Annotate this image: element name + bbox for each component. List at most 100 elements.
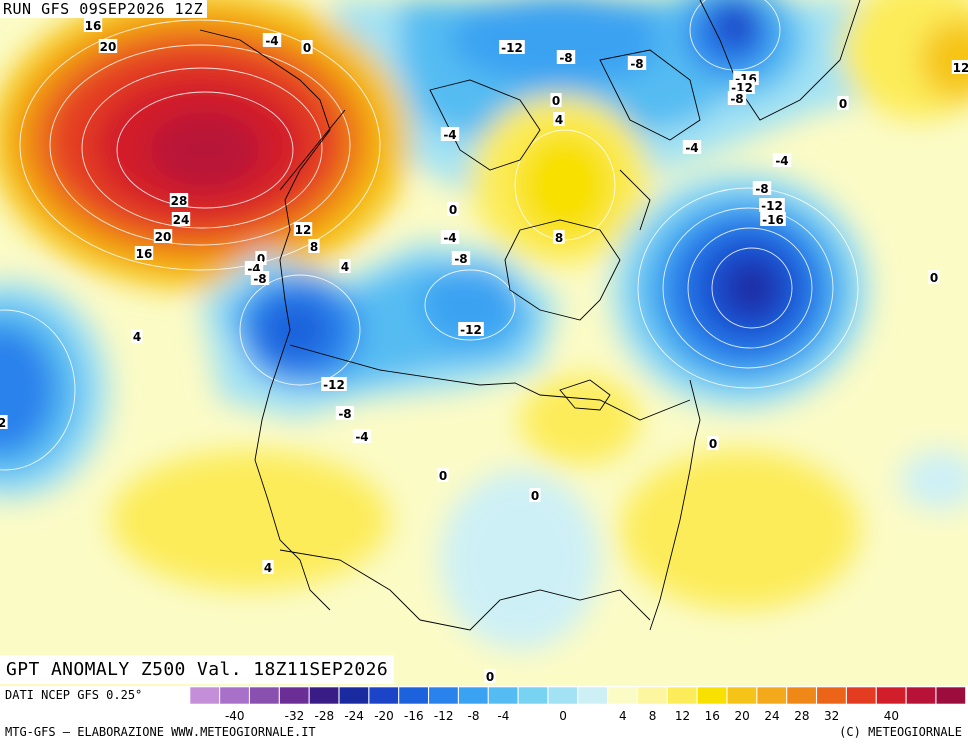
contour-label-m4-davis: -4 (682, 140, 702, 155)
colorbar-swatch (667, 686, 698, 705)
colorbar-tick-label: -40 (225, 709, 245, 723)
svg-text:-4: -4 (265, 34, 278, 48)
colorbar-swatch (190, 686, 220, 705)
svg-text:4: 4 (341, 260, 349, 274)
contour-label-12-bc: 12 (293, 222, 313, 237)
colorbar-swatch (577, 686, 608, 705)
anomaly-map: 16 20 -4 0 -12 -8 -8 -16 -12 -8 12 0 0 4 -4 -4 -4 -8 -12 -1… (0, 0, 968, 686)
colorbar-tick-label: 12 (675, 709, 690, 723)
colorbar-swatch (219, 686, 250, 705)
svg-text:-8: -8 (755, 182, 768, 196)
contour-label-4-pacific: 4 (131, 329, 143, 344)
colorbar-tick-label: -8 (468, 709, 480, 723)
colorbar-tick-label: 0 (559, 709, 567, 723)
colorbar-tick-label: -20 (374, 709, 394, 723)
contour-label-m12-arctic: -12 (499, 40, 525, 55)
contour-label-16-gulf: 16 (134, 246, 154, 261)
svg-text:0: 0 (257, 252, 265, 266)
colorbar: -40 -32 -28 -24 -20 -16 -12 -8 -4 0 4 8 12 16 20 24 28 32… (190, 686, 966, 723)
contour-label-m8-labrador: -8 (752, 181, 772, 196)
contour-lines (0, 0, 859, 471)
contour-label-m4-alaska: -4 (262, 33, 282, 48)
contour-label-m4-labrador: -4 (772, 153, 792, 168)
contour-label-m4-arctic2: -4 (440, 127, 460, 142)
contour-label-0-kansas: 0 (437, 468, 449, 483)
svg-text:-12: -12 (460, 323, 482, 337)
colorbar-tick-label: 16 (705, 709, 720, 723)
contour-label-0-yukon: 0 (301, 40, 313, 55)
svg-text:0: 0 (486, 670, 494, 684)
contour-label-8-hudson: 8 (553, 230, 565, 245)
colorbar-swatch (786, 686, 817, 705)
colorbar-tick-label: 32 (824, 709, 839, 723)
contour-label-m8-nevada: -8 (335, 406, 355, 421)
svg-text:-12: -12 (761, 199, 783, 213)
svg-text:-4: -4 (355, 430, 368, 444)
contour-label-0-atlantic-n: 0 (837, 96, 849, 111)
contour-label-4-baffin: 4 (553, 112, 565, 127)
contour-label-0-nwt: 0 (447, 202, 459, 217)
contour-label-28-gulf: 28 (169, 193, 189, 208)
colorbar-swatch (935, 686, 966, 705)
svg-text:0: 0 (839, 97, 847, 111)
contour-label-4-alberta: 4 (339, 259, 351, 274)
colorbar-tick-label: 20 (735, 709, 750, 723)
contour-label-0-atlantic: 0 (928, 270, 940, 285)
svg-text:12: 12 (295, 223, 312, 237)
colorbar-tick-label: -28 (315, 709, 335, 723)
svg-text:16: 16 (85, 19, 102, 33)
colorbar-swatch (607, 686, 638, 705)
colorbar-swatch (547, 686, 578, 705)
colorbar-swatch (726, 686, 757, 705)
svg-text:8: 8 (555, 231, 563, 245)
contour-label-m8-arctic: -8 (556, 50, 576, 65)
colorbar-swatch (338, 686, 369, 705)
colorbar-tick-label: 28 (794, 709, 809, 723)
validity-title: GPT ANOMALY Z500 Val. 18Z11SEP2026 (0, 655, 395, 684)
contour-label-0-baffin: 0 (550, 93, 562, 108)
colorbar-tick-label: -24 (344, 709, 364, 723)
colorbar-swatch (458, 686, 489, 705)
svg-text:8: 8 (310, 240, 318, 254)
contour-label-m16-labrador: -16 (760, 212, 786, 227)
contour-label-m12-dakota: -12 (458, 322, 484, 337)
colorbar-tick-label: -32 (285, 709, 305, 723)
contour-label-m12-oregon: -12 (321, 377, 347, 392)
svg-text:-12: -12 (323, 378, 345, 392)
colorbar-swatch (637, 686, 668, 705)
colorbar-swatch (876, 686, 907, 705)
contour-label-m12-labrador: -12 (759, 198, 785, 213)
contour-label-0-texas: 0 (529, 488, 541, 503)
svg-text:0: 0 (439, 469, 447, 483)
colorbar-swatch (906, 686, 936, 705)
colorbar-tick-label: 40 (884, 709, 899, 723)
contour-label-0-nj: 0 (707, 436, 719, 451)
contour-label-2-west: 2 (0, 415, 8, 430)
svg-text:-8: -8 (730, 92, 743, 106)
contour-label-24-gulf: 24 (171, 212, 191, 227)
credit-line: MTG-GFS — ELABORAZIONE WWW.METEOGIORNALE… (5, 725, 316, 739)
colorbar-tick-label: -4 (497, 709, 509, 723)
coastlines (199, 0, 861, 631)
contour-label-0-yucatan: 0 (484, 669, 496, 684)
svg-text:0: 0 (709, 437, 717, 451)
run-title: RUN GFS 09SEP2026 12Z (0, 0, 208, 18)
contour-label-20-nw: 20 (98, 39, 118, 54)
contour-label-20-gulf: 20 (153, 229, 173, 244)
anomaly-field (0, 0, 968, 650)
colorbar-swatch (309, 686, 340, 705)
contour-label-m8-greenland: -8 (627, 56, 647, 71)
svg-text:-8: -8 (630, 57, 643, 71)
svg-text:-8: -8 (253, 272, 266, 286)
svg-text:24: 24 (173, 213, 190, 227)
colorbar-swatch (846, 686, 877, 705)
svg-text:-8: -8 (559, 51, 572, 65)
colorbar-swatch (428, 686, 459, 705)
footer: DATI NCEP GFS 0.25° -40 -32 -28 -24 -20 -16 -1… (0, 686, 968, 745)
data-source: DATI NCEP GFS 0.25° (5, 688, 143, 702)
colorbar-swatch (816, 686, 847, 705)
contour-label-m8-greenland2: -8 (727, 91, 747, 106)
svg-text:-16: -16 (762, 213, 784, 227)
